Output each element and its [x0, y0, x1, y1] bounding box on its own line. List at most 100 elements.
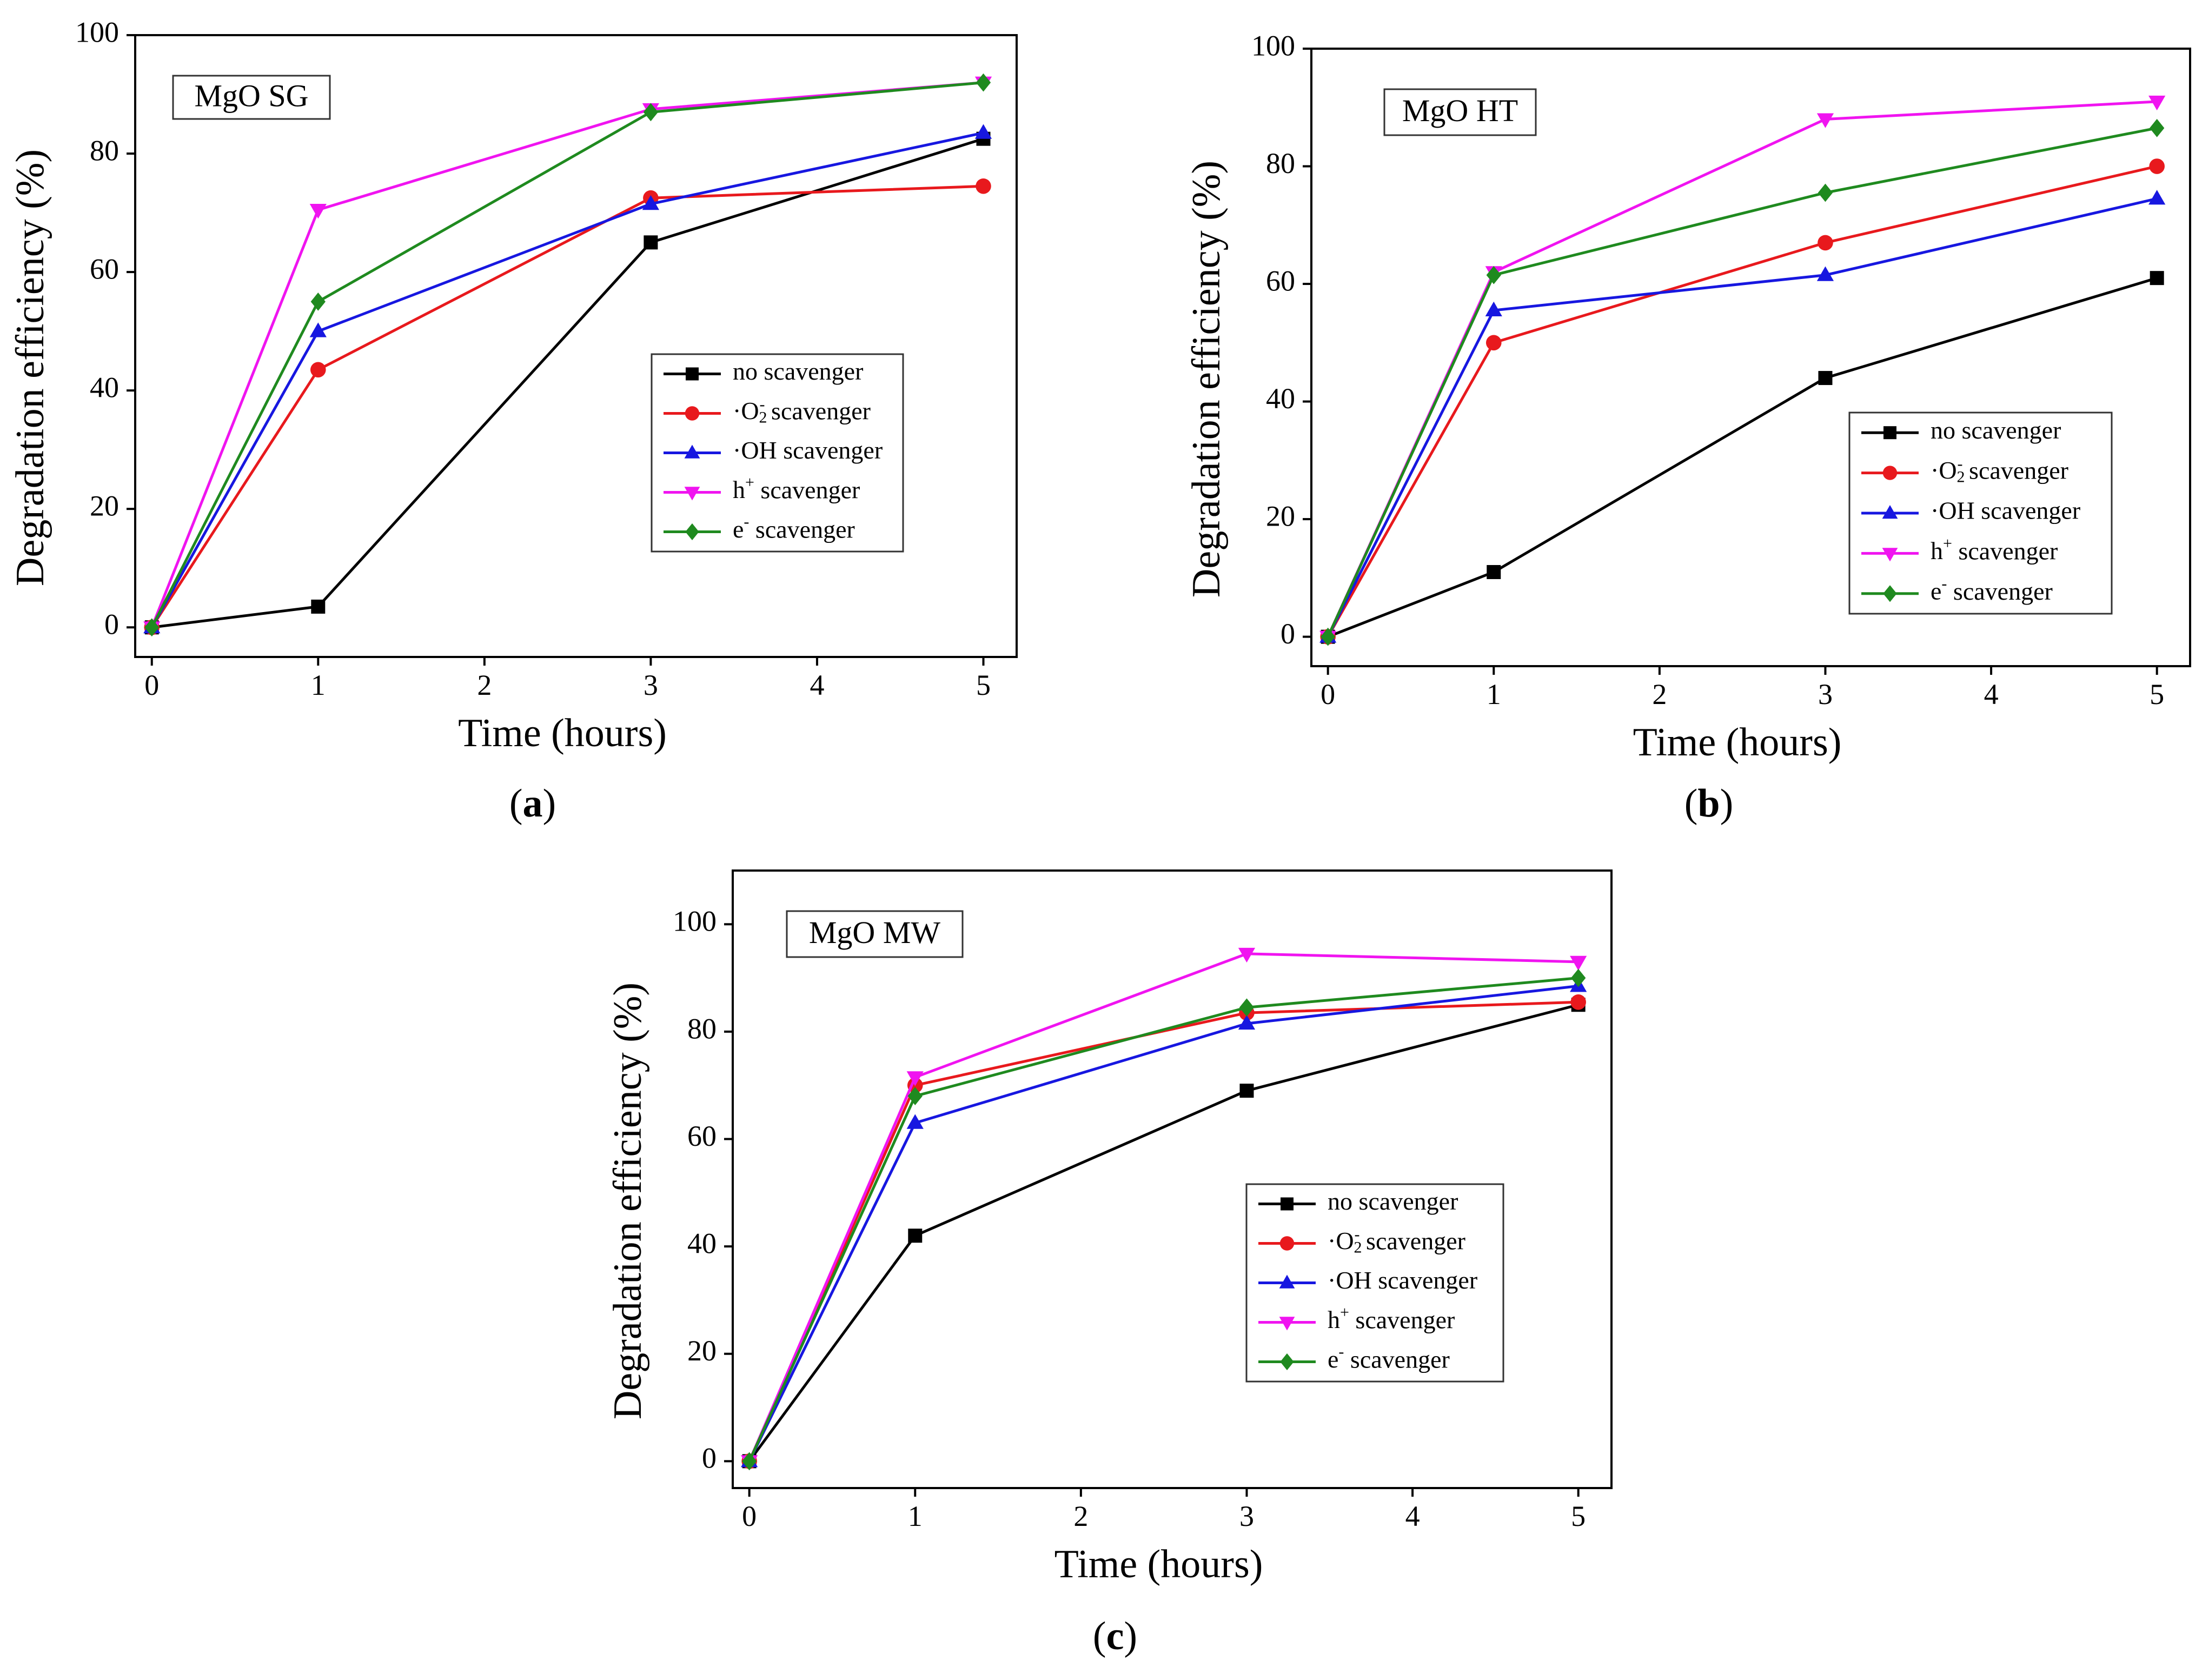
chart-panel-a: 0 1 2 3 4 5 0 20 40 60 80 100 Time (hours) Degradatio… — [8, 16, 1018, 826]
y-tick-label: 100 — [75, 16, 119, 48]
panel-title: MgO SG — [194, 78, 308, 113]
series-line-1 — [1327, 276, 2158, 638]
panel-title-box — [172, 75, 331, 120]
legend-label: ·OH scavenger — [1931, 497, 2080, 524]
legend-marker — [684, 487, 700, 501]
x-axis-title: Time (hours) — [1633, 720, 1842, 765]
x-tick-label: 4 — [1984, 678, 1999, 710]
data-point — [311, 599, 326, 614]
data-point — [1485, 335, 1502, 351]
y-tick-label: 60 — [1266, 264, 1295, 297]
panel-title: MgO MW — [809, 915, 941, 950]
legend-label: no scavenger — [1931, 416, 2061, 444]
data-point — [1238, 947, 1256, 963]
legend-marker — [685, 523, 699, 541]
legend-marker — [1883, 585, 1897, 602]
legend-label: ·OH scavenger — [733, 436, 883, 464]
data-point — [906, 1114, 924, 1129]
series-line-5 — [748, 977, 1578, 1462]
legend-label: ·O2- scavenger — [1328, 1225, 1465, 1256]
y-axis-title: Degradation efficiency (%) — [8, 149, 52, 586]
data-point — [1571, 968, 1586, 987]
data-point — [1238, 1014, 1256, 1030]
plot-frame — [732, 869, 1613, 1489]
legend-marker — [1279, 1317, 1295, 1331]
y-tick-label: 100 — [673, 905, 717, 938]
x-tick-label: 0 — [1321, 678, 1335, 710]
legend-label: h+ scavenger — [1931, 534, 2058, 565]
legend: no scavenger ·O2- scavenger ·OH scavenger h… — [651, 353, 904, 553]
data-point — [144, 618, 160, 637]
x-tick-label: 5 — [1571, 1500, 1586, 1532]
legend-label: e- scavenger — [733, 513, 855, 543]
x-axis-title: Time (hours) — [458, 711, 667, 755]
data-point — [1816, 113, 1834, 128]
x-tick-label: 4 — [810, 669, 824, 701]
data-point — [974, 124, 992, 139]
data-point — [976, 73, 991, 92]
y-tick-label: 0 — [104, 608, 119, 641]
series-line-3 — [748, 985, 1578, 1462]
series-line-4 — [748, 952, 1578, 1462]
legend-marker — [685, 406, 700, 421]
legend-marker — [1281, 1197, 1294, 1211]
panel-letter: (a) — [509, 781, 556, 826]
x-tick-label: 2 — [1652, 678, 1667, 710]
plot-frame — [1310, 48, 2191, 667]
data-point — [1570, 955, 1587, 971]
legend-marker — [1882, 548, 1898, 562]
data-point — [908, 1229, 923, 1243]
legend-label: no scavenger — [733, 357, 863, 385]
series-line-2 — [748, 1000, 1578, 1462]
y-tick-label: 0 — [1281, 617, 1295, 650]
legend-label: h+ scavenger — [1328, 1303, 1455, 1333]
data-point — [309, 204, 327, 219]
series-line-1 — [151, 137, 984, 629]
x-tick-label: 4 — [1405, 1500, 1420, 1532]
y-tick-label: 80 — [687, 1012, 717, 1045]
y-axis-title: Degradation efficiency (%) — [606, 982, 650, 1419]
legend-label: h+ scavenger — [733, 473, 860, 503]
data-point — [642, 195, 659, 210]
y-tick-label: 20 — [1266, 500, 1295, 532]
legend: no scavenger ·O2- scavenger ·OH scavenger h… — [1245, 1183, 1504, 1383]
legend-label: ·O2- scavenger — [1931, 455, 2068, 486]
x-tick-label: 1 — [908, 1500, 923, 1532]
x-tick-label: 1 — [311, 669, 326, 701]
x-tick-label: 3 — [644, 669, 658, 701]
x-tick-label: 3 — [1818, 678, 1833, 710]
data-point — [976, 178, 991, 194]
data-point — [310, 362, 326, 378]
series-line-2 — [150, 184, 984, 628]
panel-title-box — [1383, 88, 1537, 136]
x-tick-label: 5 — [2150, 678, 2164, 710]
series-line-3 — [150, 131, 984, 628]
data-point — [2150, 118, 2165, 137]
data-point — [742, 1452, 757, 1471]
x-tick-label: 1 — [1487, 678, 1501, 710]
data-point — [310, 292, 326, 311]
data-point — [309, 322, 327, 337]
legend-marker — [686, 367, 699, 381]
series-line-4 — [150, 81, 984, 628]
y-tick-label: 60 — [687, 1120, 717, 1152]
chart-panel-c: 0 1 2 3 4 5 0 20 40 60 80 100 Time (hours) Degradatio… — [606, 869, 1613, 1658]
x-tick-label: 0 — [144, 669, 159, 701]
y-tick-label: 40 — [90, 371, 119, 404]
x-tick-label: 3 — [1239, 1500, 1254, 1532]
y-axis-title: Degradation efficiency (%) — [1184, 161, 1229, 597]
panel-letter: (b) — [1684, 781, 1733, 826]
x-tick-label: 0 — [742, 1500, 757, 1532]
y-tick-label: 40 — [687, 1227, 717, 1260]
series-line-5 — [1326, 127, 2158, 638]
data-point — [2148, 95, 2166, 111]
data-point — [1570, 994, 1586, 1010]
plot-frame — [134, 34, 1018, 658]
data-point — [1239, 998, 1255, 1017]
y-tick-label: 20 — [90, 490, 119, 522]
data-point — [2149, 158, 2165, 174]
legend-marker — [1279, 1236, 1295, 1251]
legend-label: ·OH scavenger — [1328, 1266, 1477, 1294]
x-tick-label: 5 — [976, 669, 991, 701]
